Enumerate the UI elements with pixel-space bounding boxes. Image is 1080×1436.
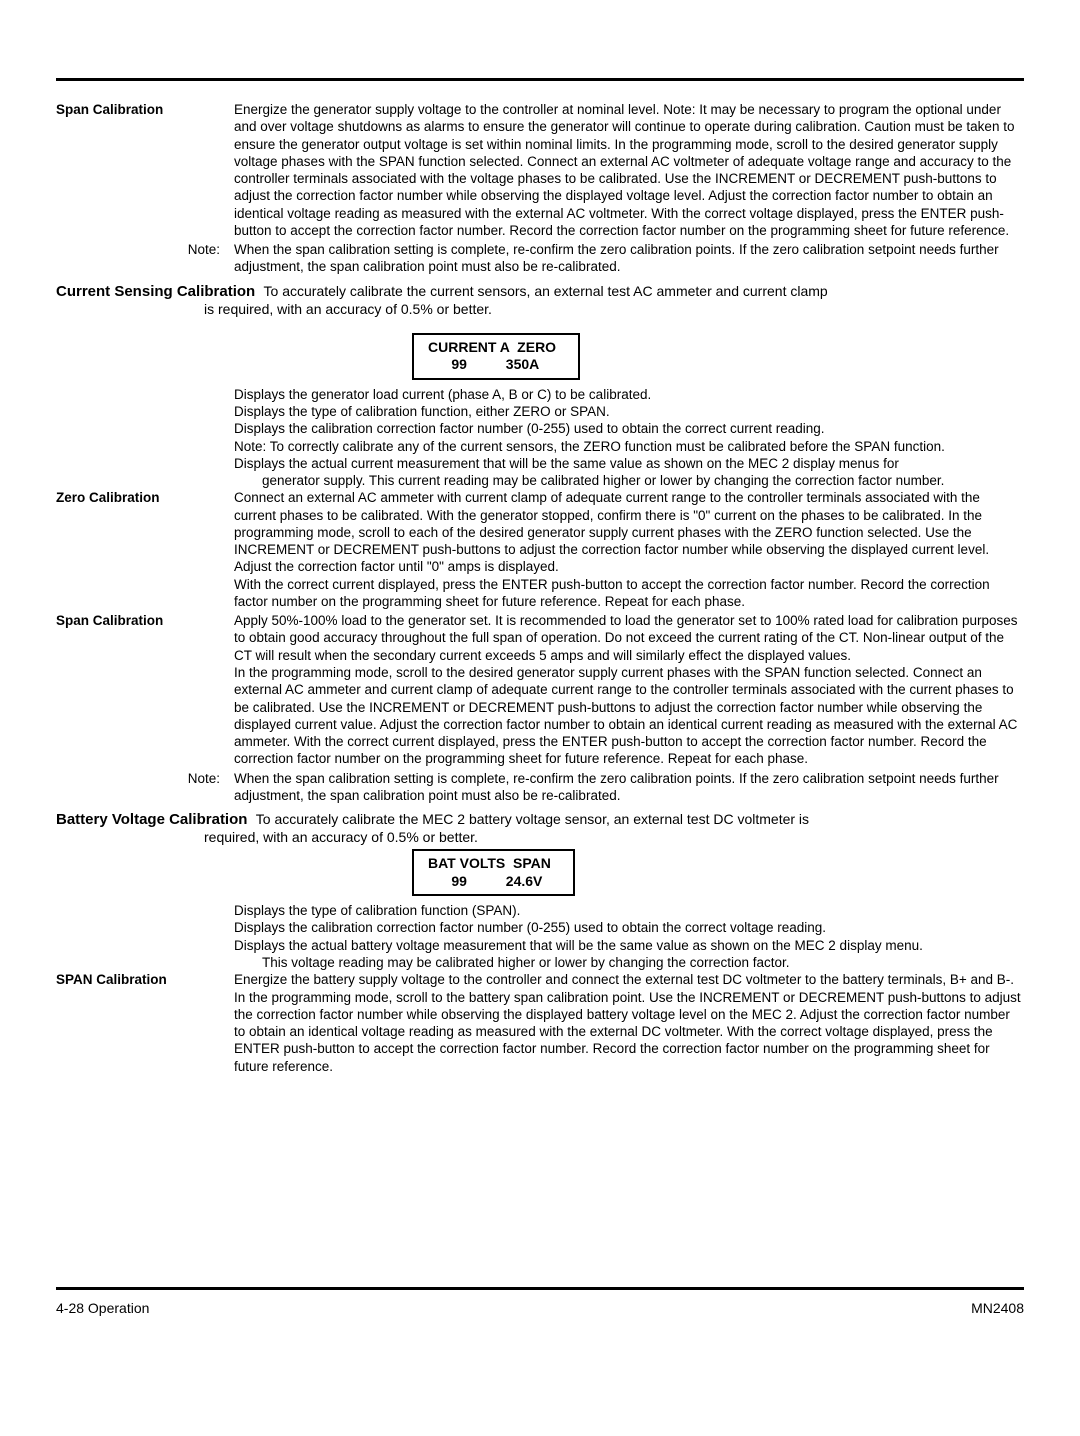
span-calibration-3-text: Energize the battery supply voltage to t… — [234, 971, 1024, 1075]
span-calibration-2: Span Calibration Apply 50%-100% load to … — [56, 612, 1024, 767]
display-box-current-line2: 99 350A — [428, 356, 556, 374]
note-1-text: When the span calibration setting is com… — [234, 241, 1024, 276]
span-calibration-1: Span Calibration Energize the generator … — [56, 101, 1024, 239]
zero-calibration-2: Zero Calibration Connect an external AC … — [56, 489, 1024, 610]
span-calibration-3-label: SPAN Calibration — [56, 971, 234, 1075]
note-1-label: Note: — [56, 241, 234, 276]
bottom-rule — [56, 1287, 1024, 1290]
list2-b: Displays the calibration correction fact… — [234, 919, 1024, 936]
list1-a: Displays the generator load current (pha… — [234, 386, 1024, 403]
note-2: Note: When the span calibration setting … — [56, 770, 1024, 805]
battery-voltage-lead: To accurately calibrate the MEC 2 batter… — [256, 811, 809, 827]
note-2-label: Note: — [56, 770, 234, 805]
page-footer: 4-28 Operation MN2408 — [56, 1300, 1024, 1318]
list1-b: Displays the type of calibration functio… — [234, 403, 1024, 420]
display-box-battery: BAT VOLTS SPAN 99 24.6V — [412, 849, 575, 896]
display-box-current-line1: CURRENT A ZERO — [428, 339, 556, 357]
span-calibration-2-body: Apply 50%-100% load to the generator set… — [234, 612, 1024, 767]
list1-d: Note: To correctly calibrate any of the … — [234, 438, 1024, 455]
current-sensing-heading: Current Sensing Calibration To accuratel… — [56, 282, 1024, 301]
current-sensing-lead: To accurately calibrate the current sens… — [264, 283, 828, 299]
span-calibration-1-label: Span Calibration — [56, 101, 234, 239]
current-sensing-title: Current Sensing Calibration — [56, 283, 255, 300]
bottom-spacer — [56, 1077, 1024, 1287]
display-box-battery-line2: 99 24.6V — [428, 873, 551, 891]
list2-c: Displays the actual battery voltage meas… — [234, 937, 1024, 954]
display-box-battery-line1: BAT VOLTS SPAN — [428, 855, 551, 873]
footer-right: MN2408 — [971, 1300, 1024, 1318]
battery-voltage-cont: required, with an accuracy of 0.5% or be… — [204, 829, 1024, 847]
display-box-current: CURRENT A ZERO 99 350A — [412, 333, 580, 380]
span-calibration-2-p2: In the programming mode, scroll to the d… — [234, 665, 1017, 766]
note-2-text: When the span calibration setting is com… — [234, 770, 1024, 805]
list1-f: generator supply. This current reading m… — [234, 472, 1024, 489]
zero-calibration-2-p1: Connect an external AC ammeter with curr… — [234, 490, 989, 574]
note-1: Note: When the span calibration setting … — [56, 241, 1024, 276]
zero-calibration-2-label: Zero Calibration — [56, 489, 234, 610]
zero-calibration-2-body: Connect an external AC ammeter with curr… — [234, 489, 1024, 610]
battery-display-notes: Displays the type of calibration functio… — [234, 902, 1024, 971]
span-calibration-1-text: Energize the generator supply voltage to… — [234, 101, 1024, 239]
battery-voltage-heading: Battery Voltage Calibration To accuratel… — [56, 810, 1024, 829]
battery-voltage-title: Battery Voltage Calibration — [56, 811, 247, 828]
top-rule — [56, 78, 1024, 81]
span-calibration-2-label: Span Calibration — [56, 612, 234, 767]
zero-calibration-2-p2: With the correct current displayed, pres… — [234, 577, 990, 609]
current-display-notes: Displays the generator load current (pha… — [234, 386, 1024, 490]
footer-left: 4-28 Operation — [56, 1300, 149, 1318]
list2-a: Displays the type of calibration functio… — [234, 902, 1024, 919]
list1-c: Displays the calibration correction fact… — [234, 420, 1024, 437]
current-sensing-cont: is required, with an accuracy of 0.5% or… — [204, 301, 1024, 319]
list2-d: This voltage reading may be calibrated h… — [234, 954, 1024, 971]
list1-e: Displays the actual current measurement … — [234, 455, 1024, 472]
span-calibration-3: SPAN Calibration Energize the battery su… — [56, 971, 1024, 1075]
span-calibration-2-p1: Apply 50%-100% load to the generator set… — [234, 613, 1017, 663]
